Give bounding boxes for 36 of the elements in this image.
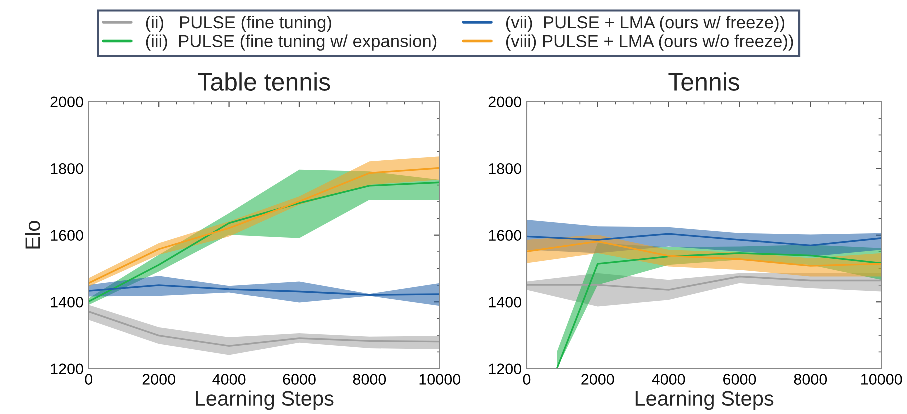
legend-label: (viii) PULSE + LMA (ours w/o freeze)) bbox=[506, 34, 794, 51]
x-tick-label: 2000 bbox=[582, 374, 614, 385]
legend-label: (vii) PULSE + LMA (ours w/ freeze)) bbox=[506, 16, 785, 32]
x-tick-label: 10000 bbox=[862, 374, 902, 385]
chart-title: Tennis bbox=[668, 72, 740, 91]
line-series bbox=[526, 276, 882, 291]
x-tick-label: 0 bbox=[523, 374, 531, 385]
y-axis-title: Elo bbox=[25, 221, 40, 249]
line-series bbox=[526, 240, 882, 267]
x-tick-label: 0 bbox=[85, 374, 93, 385]
y-tick-label: 1800 bbox=[51, 163, 84, 174]
y-tick-label: 2000 bbox=[488, 96, 522, 108]
y-tick-label: 1400 bbox=[51, 296, 84, 308]
y-tick-label: 1200 bbox=[489, 364, 522, 375]
x-tick-label: 10000 bbox=[420, 374, 461, 385]
y-tick-label: 1200 bbox=[51, 364, 84, 375]
x-tick-label: 6000 bbox=[724, 374, 756, 385]
x-tick-label: 4000 bbox=[652, 374, 686, 385]
x-tick-label: 2000 bbox=[142, 374, 176, 385]
x-tick-label: 8000 bbox=[794, 374, 828, 385]
legend-label: (iii) PULSE (fine tuning w/ expansion) bbox=[146, 34, 437, 51]
line-series bbox=[88, 310, 440, 348]
y-tick-label: 1600 bbox=[489, 230, 522, 242]
x-tick-label: 8000 bbox=[353, 374, 386, 385]
x-tick-label: 4000 bbox=[212, 374, 246, 385]
x-axis-title: Learning Steps bbox=[196, 390, 334, 410]
chart-title: Table tennis bbox=[198, 72, 330, 91]
y-tick-label: 1600 bbox=[51, 230, 84, 242]
x-axis-title: Learning Steps bbox=[636, 390, 774, 410]
y-tick-label: 1400 bbox=[489, 296, 522, 308]
y-tick-label: 1800 bbox=[489, 163, 522, 174]
line-series bbox=[88, 284, 440, 296]
y-tick-label: 2000 bbox=[50, 96, 84, 108]
legend-label: (ii) PULSE (fine tuning) bbox=[146, 16, 332, 32]
x-tick-label: 6000 bbox=[283, 374, 316, 385]
line-series bbox=[526, 233, 882, 247]
